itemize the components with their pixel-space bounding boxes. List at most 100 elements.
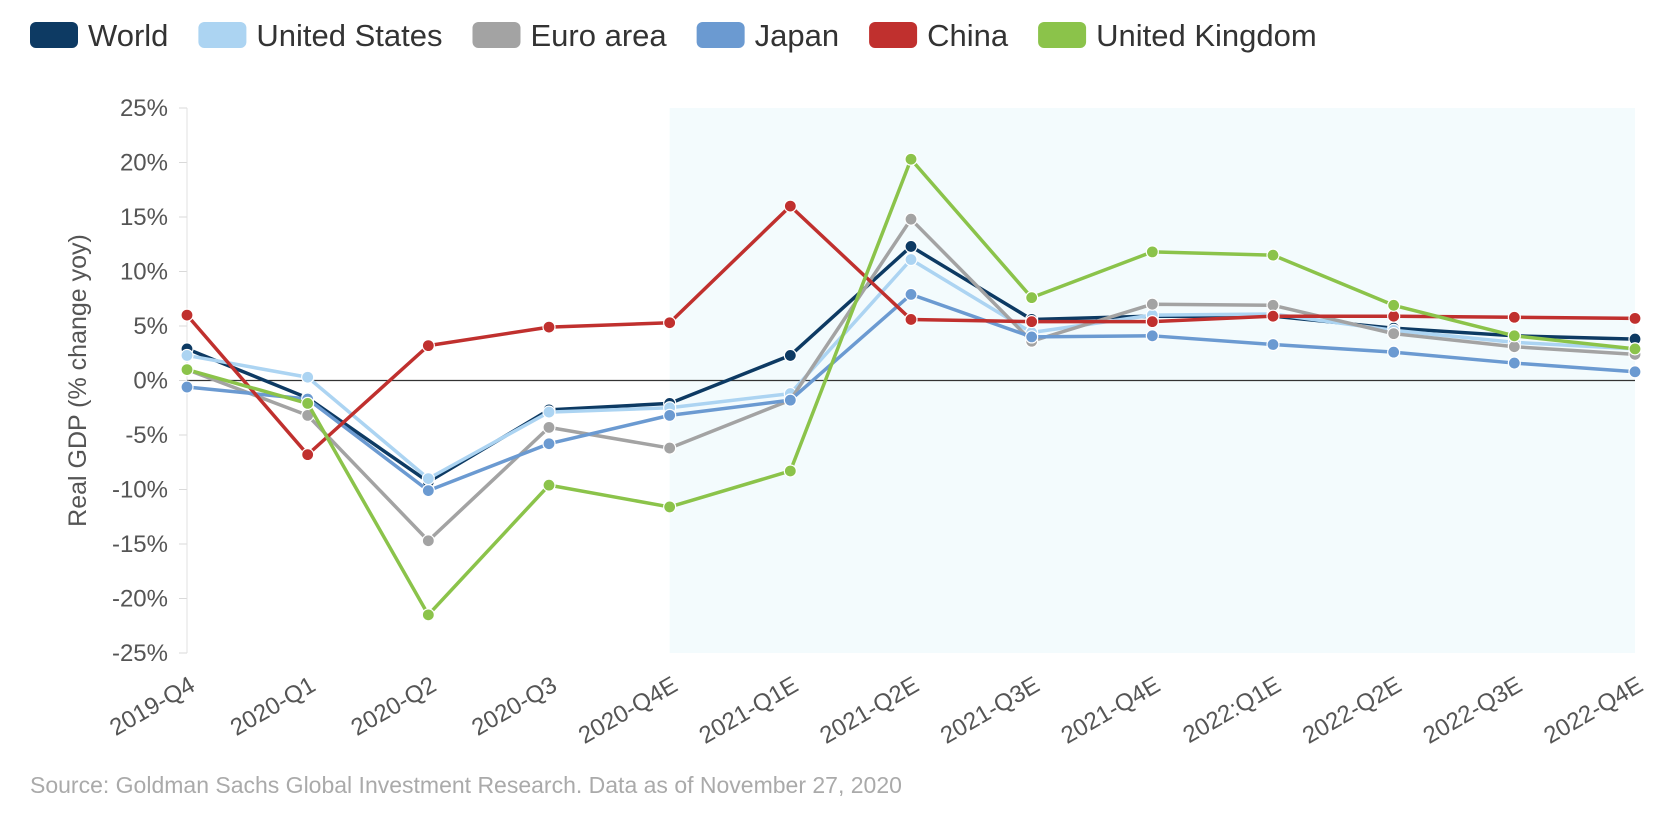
data-point-japan <box>1628 365 1642 379</box>
data-point-japan <box>904 287 918 301</box>
legend-label: United Kingdom <box>1096 18 1317 53</box>
data-point-china <box>1387 309 1401 323</box>
data-point-united-kingdom <box>663 500 677 514</box>
y-axis-ticks: 25% 20% 15% 10% 5% 0% -5% -10% -15% -20% -25% <box>112 95 187 667</box>
data-point-china <box>663 316 677 330</box>
data-point-china <box>1145 315 1159 329</box>
data-point-euro-area <box>542 420 556 434</box>
x-tick-label: 2020-Q1 <box>226 671 320 741</box>
data-point-united-kingdom <box>421 608 435 622</box>
data-point-euro-area <box>1266 298 1280 312</box>
legend-item-china: China <box>869 18 1009 53</box>
series-united-kingdom <box>180 152 1642 622</box>
data-point-united-states <box>904 252 918 267</box>
data-point-china <box>904 312 918 327</box>
data-point-japan <box>1507 356 1521 370</box>
data-point-china <box>542 320 556 334</box>
legend-swatch <box>472 22 521 48</box>
legend-swatch <box>198 22 247 48</box>
legend-item-world: World <box>30 18 168 53</box>
data-point-united-kingdom <box>1266 248 1280 262</box>
legend-swatch <box>696 22 745 48</box>
data-point-japan <box>1025 330 1039 344</box>
data-point-world <box>783 348 797 363</box>
data-point-united-states <box>301 370 315 384</box>
y-tick-label: 20% <box>120 150 168 177</box>
source-note: Source: Goldman Sachs Global Investment … <box>30 772 902 798</box>
data-point-japan <box>180 380 194 394</box>
legend-item-united-kingdom: United Kingdom <box>1038 18 1317 53</box>
y-tick-label: 25% <box>120 95 168 122</box>
data-point-china <box>180 308 194 322</box>
data-point-united-kingdom <box>1025 291 1039 305</box>
data-point-united-kingdom <box>301 396 315 410</box>
legend-item-japan: Japan <box>696 18 839 53</box>
data-point-united-kingdom <box>180 363 194 377</box>
series-layer <box>180 152 1642 622</box>
data-point-japan <box>542 437 556 451</box>
legend: World United States Euro area Japan China Uni… <box>30 18 1317 53</box>
legend-swatch <box>869 22 918 48</box>
data-point-japan <box>1145 329 1159 343</box>
y-tick-label: -20% <box>112 586 168 613</box>
data-point-china <box>783 199 797 213</box>
data-point-china <box>1628 311 1642 325</box>
data-point-japan <box>421 483 435 498</box>
legend-item-euro-area: Euro area <box>472 18 667 53</box>
data-point-japan <box>1266 337 1280 352</box>
legend-label: China <box>927 18 1009 53</box>
y-axis-title: Real GDP (% change yoy) <box>64 234 92 527</box>
data-point-euro-area <box>1507 340 1521 354</box>
data-point-united-kingdom <box>783 464 797 478</box>
data-point-united-kingdom <box>542 478 556 492</box>
y-tick-label: -5% <box>125 422 168 449</box>
y-tick-label: -15% <box>112 531 168 558</box>
legend-swatch <box>1038 22 1087 48</box>
x-tick-label: 2020-Q2 <box>347 671 441 741</box>
series-japan <box>180 287 1642 498</box>
data-point-united-kingdom <box>1145 245 1159 259</box>
data-point-china <box>1507 310 1521 324</box>
series-china <box>180 199 1642 462</box>
data-point-china <box>421 339 435 353</box>
y-tick-label: 5% <box>133 313 168 340</box>
data-point-world <box>904 239 918 254</box>
data-point-united-kingdom <box>1628 342 1642 356</box>
data-point-china <box>301 448 315 462</box>
y-tick-label: 10% <box>120 259 168 286</box>
x-tick-label: 2021-Q4E <box>1057 671 1165 749</box>
data-point-japan <box>1387 345 1401 359</box>
x-tick-label: 2020-Q3 <box>467 671 561 741</box>
legend-label: Japan <box>755 18 839 53</box>
x-tick-label: 2022-Q2E <box>1298 671 1406 749</box>
data-point-china <box>1266 309 1280 323</box>
data-point-japan <box>783 393 797 407</box>
data-point-united-states <box>421 472 435 486</box>
legend-swatch <box>30 22 78 48</box>
data-point-euro-area <box>904 212 918 226</box>
legend-label: World <box>88 18 168 53</box>
data-point-united-kingdom <box>1387 298 1401 312</box>
x-tick-label: 2020-Q4E <box>574 671 682 749</box>
x-tick-label: 2021-Q1E <box>695 671 803 749</box>
data-point-japan <box>663 408 677 422</box>
data-point-euro-area <box>1145 297 1159 311</box>
data-point-united-states <box>180 348 194 363</box>
x-tick-label: 2022-Q3E <box>1419 671 1527 749</box>
x-tick-label: 2022-Q4E <box>1539 671 1647 749</box>
x-axis-ticks: 2019-Q4 2020-Q1 2020-Q2 2020-Q3 2020-Q4E 2021… <box>105 671 1647 749</box>
y-tick-label: 0% <box>133 368 168 395</box>
data-point-united-states <box>542 405 556 419</box>
y-tick-label: 15% <box>120 204 168 231</box>
data-point-united-kingdom <box>1507 329 1521 343</box>
x-tick-label: 2021-Q3E <box>936 671 1044 749</box>
y-tick-label: -10% <box>112 477 168 504</box>
data-point-euro-area <box>421 534 435 548</box>
data-point-euro-area <box>663 441 677 455</box>
x-tick-label: 2022:Q1E <box>1178 671 1285 748</box>
legend-label: Euro area <box>530 18 667 53</box>
legend-label: United States <box>256 18 442 53</box>
x-tick-label: 2019-Q4 <box>105 671 199 741</box>
data-point-united-kingdom <box>904 152 918 166</box>
